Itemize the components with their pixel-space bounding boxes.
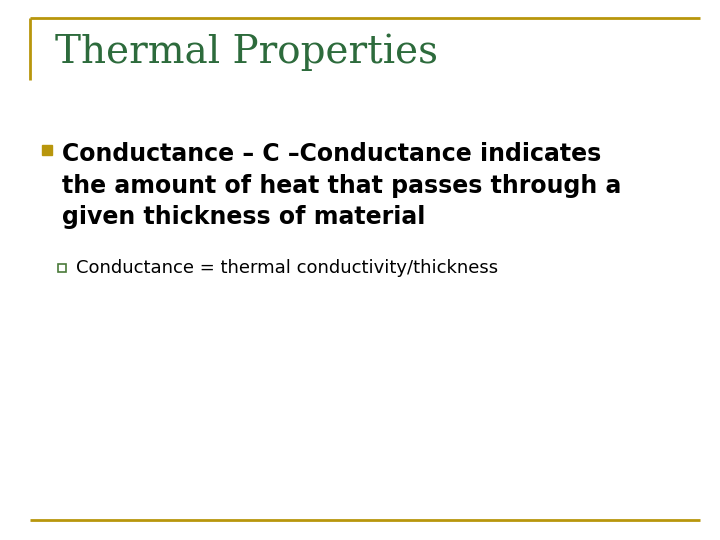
Bar bbox=[42, 145, 52, 155]
Text: Conductance – C –Conductance indicates
the amount of heat that passes through a
: Conductance – C –Conductance indicates t… bbox=[62, 142, 621, 229]
Bar bbox=[58, 264, 66, 272]
Text: Conductance = thermal conductivity/thickness: Conductance = thermal conductivity/thick… bbox=[76, 259, 498, 277]
Text: Thermal Properties: Thermal Properties bbox=[55, 33, 438, 71]
